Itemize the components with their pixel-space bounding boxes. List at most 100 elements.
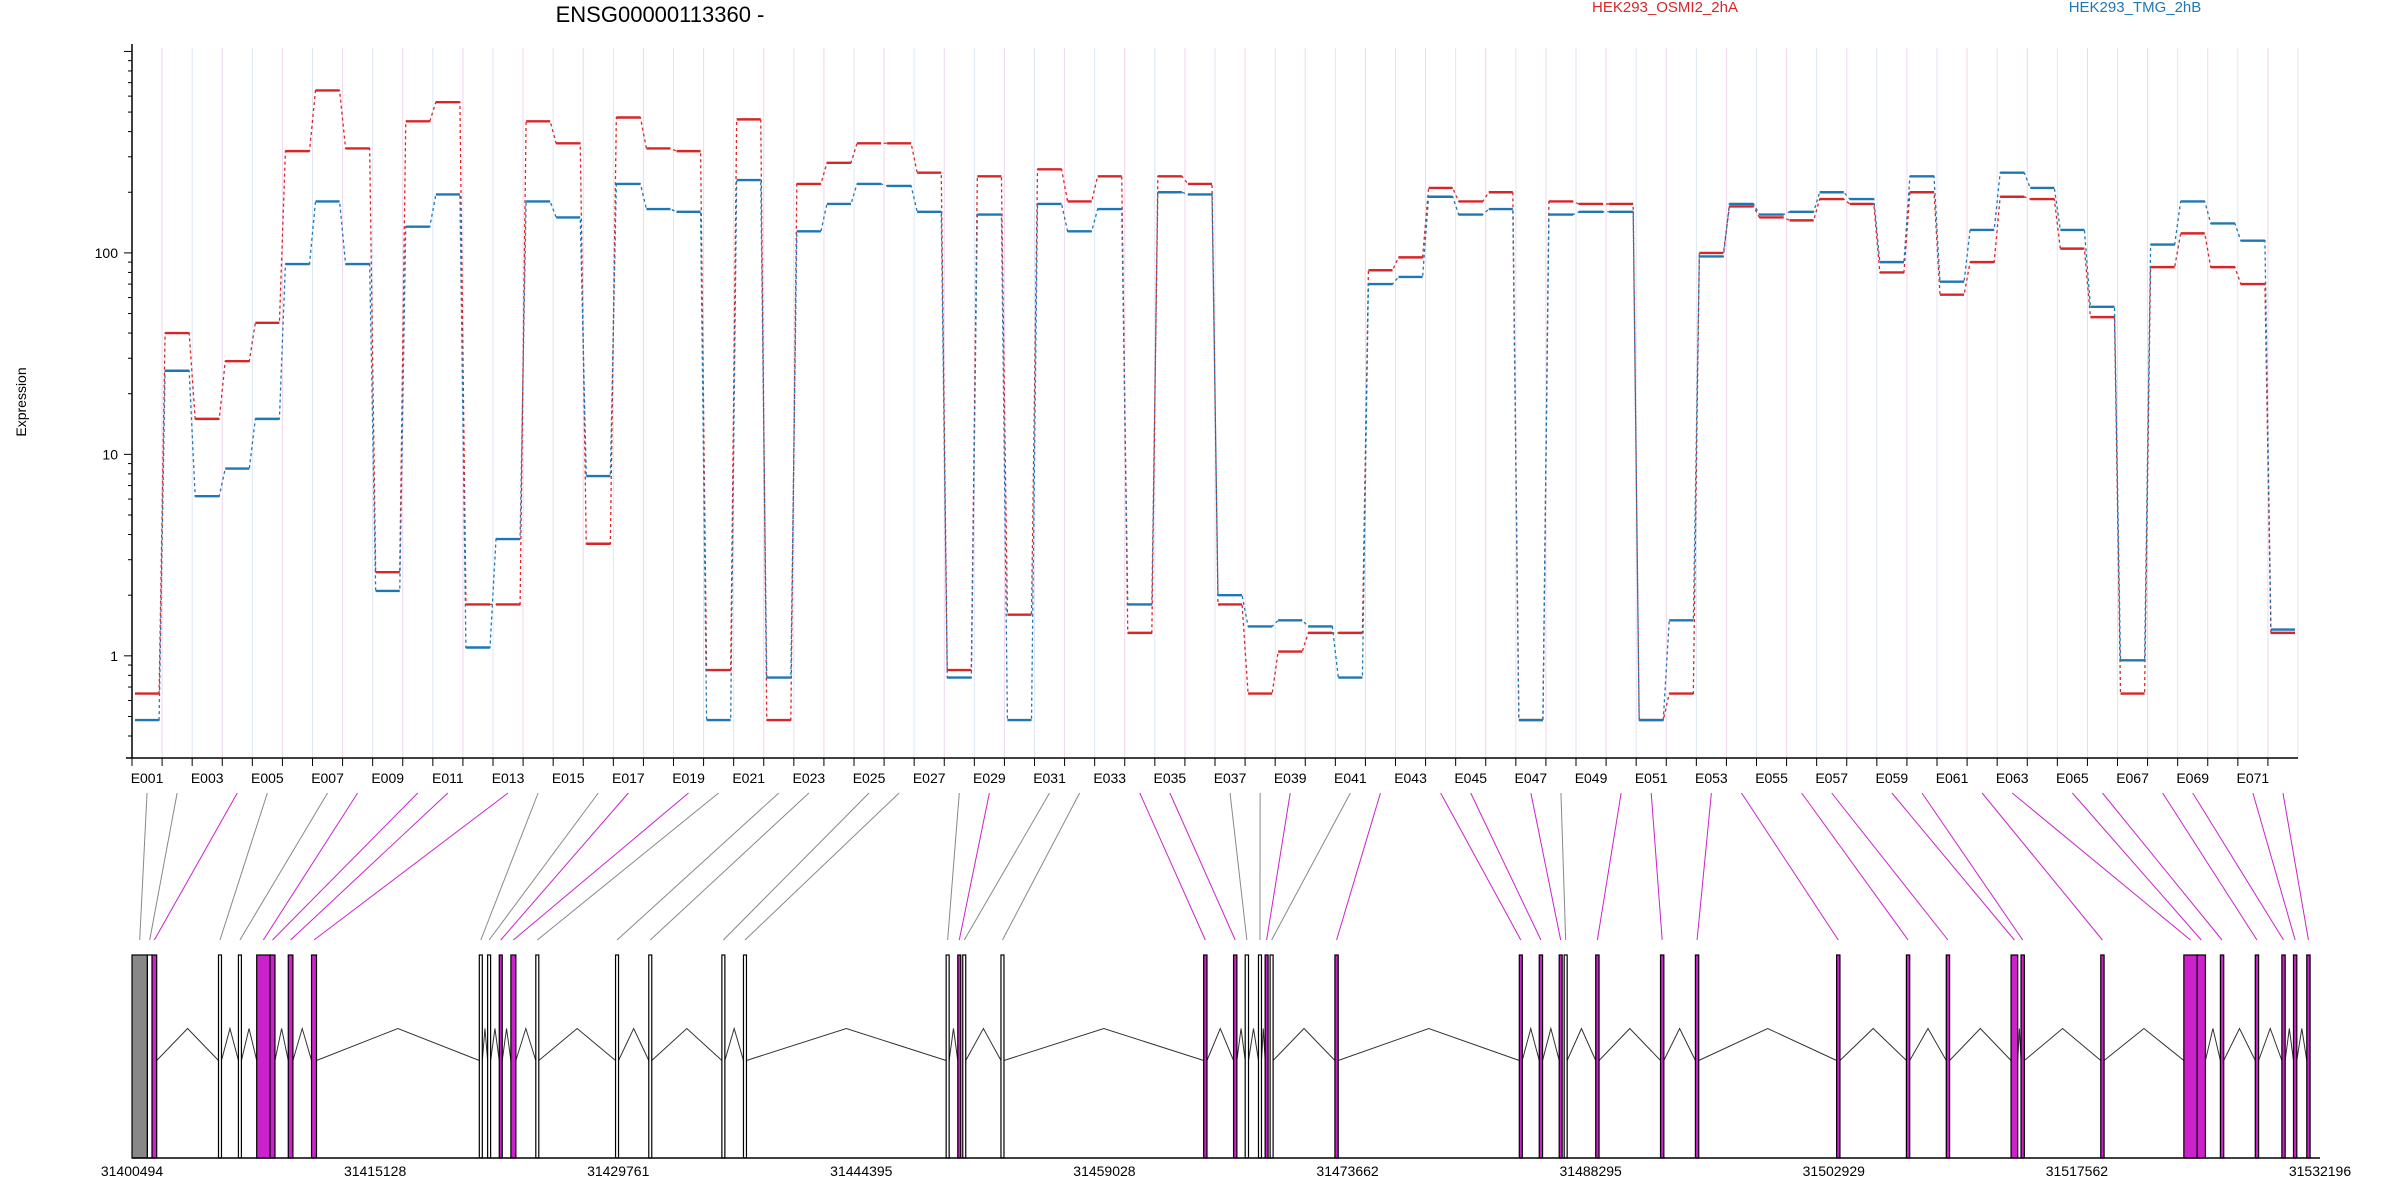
intron <box>2103 1027 2185 1061</box>
vertical-gridlines <box>131 48 2299 758</box>
y-tick-label: 100 <box>95 245 119 261</box>
intron <box>1663 1027 1696 1061</box>
coordinate-label: 31429761 <box>587 1163 650 1179</box>
x-tick-label: E071 <box>2237 770 2270 786</box>
exon <box>1244 954 1250 1159</box>
exon <box>1257 954 1263 1159</box>
intron <box>1698 1027 1837 1061</box>
intron <box>220 1026 239 1061</box>
exon <box>2196 954 2207 1159</box>
y-axis: 1 10 100 <box>95 44 133 758</box>
connector-line <box>1002 792 1081 941</box>
connector-line <box>958 792 990 941</box>
x-tick-label: E009 <box>371 770 404 786</box>
connector-line <box>2282 792 2309 941</box>
x-tick-label: E017 <box>612 770 645 786</box>
connector-line <box>1271 792 1351 941</box>
exon <box>957 954 962 1159</box>
connector-line <box>1560 792 1567 941</box>
intron <box>1949 1027 2012 1061</box>
connector-line <box>1921 792 2024 941</box>
expression-line-1 <box>135 172 2295 721</box>
exon <box>1538 954 1544 1159</box>
connector-line <box>1801 792 1909 941</box>
exon <box>498 954 503 1159</box>
connector-line <box>1891 792 2015 941</box>
exon <box>742 954 748 1159</box>
intron <box>965 1027 1002 1061</box>
exon <box>1518 954 1523 1159</box>
exon <box>131 954 148 1159</box>
exon <box>1694 954 1700 1159</box>
exon <box>945 954 950 1159</box>
exon <box>151 954 158 1159</box>
connector-line <box>649 792 810 941</box>
x-tick-label: E025 <box>853 770 886 786</box>
exon <box>1000 954 1005 1159</box>
connector-line <box>536 792 719 941</box>
intron <box>156 1027 219 1061</box>
x-tick-label: E001 <box>131 770 164 786</box>
genome-coordinate-axis: 31400494 31415128 31429761 31444395 31459028… <box>101 1157 2351 1179</box>
intron <box>651 1027 723 1061</box>
x-tick-label: E057 <box>1815 770 1848 786</box>
intron <box>1521 1026 1540 1061</box>
x-tick-label: E019 <box>672 770 705 786</box>
exon <box>217 954 223 1159</box>
x-tick-label: E015 <box>552 770 585 786</box>
coordinate-label: 31502929 <box>1803 1163 1866 1179</box>
x-tick-label: E031 <box>1033 770 1066 786</box>
x-axis: E001 E003 E005 E007 E009 E011 E013 E015 E017 E019… <box>126 757 2298 786</box>
connector-line <box>616 792 780 941</box>
connector-line <box>488 792 599 941</box>
exon <box>2292 954 2298 1159</box>
exon <box>648 954 653 1159</box>
intron <box>2258 1027 2283 1061</box>
intron <box>481 1028 489 1061</box>
coordinate-label: 31400494 <box>101 1163 164 1179</box>
connector-line <box>313 792 509 941</box>
exon <box>256 954 271 1159</box>
intron <box>292 1026 313 1061</box>
connector-line <box>1229 792 1248 941</box>
x-tick-label: E005 <box>251 770 284 786</box>
x-tick-label: E013 <box>492 770 525 786</box>
x-tick-label: E051 <box>1635 770 1668 786</box>
exon <box>2306 954 2311 1159</box>
x-tick-label: E029 <box>973 770 1006 786</box>
exon <box>2254 954 2260 1159</box>
legend-entry-osmi2: HEK293_OSMI2_2hA <box>1592 0 1738 16</box>
connector-line <box>272 792 419 941</box>
exon <box>1232 954 1238 1159</box>
exon <box>1945 954 1951 1159</box>
exon <box>1563 954 1568 1159</box>
connector-line <box>149 792 178 941</box>
y-tick-label: 1 <box>110 648 118 664</box>
exon <box>2020 954 2025 1159</box>
connector-line <box>1596 792 1622 941</box>
connector-line <box>2102 792 2223 941</box>
exon <box>478 954 483 1159</box>
x-tick-label: E065 <box>2056 770 2089 786</box>
intron <box>2296 1028 2308 1061</box>
x-tick-label: E045 <box>1454 770 1487 786</box>
connector-line <box>1696 792 1712 941</box>
connector-line <box>2192 792 2284 941</box>
connector-line <box>262 792 359 941</box>
intron <box>1272 1027 1336 1061</box>
connector-line <box>1336 792 1381 941</box>
intron <box>2223 1027 2256 1061</box>
coordinate-label: 31517562 <box>2046 1163 2109 1179</box>
intron <box>1598 1027 1661 1061</box>
connector-line <box>1741 792 1839 941</box>
exon <box>310 954 318 1159</box>
exon <box>1264 954 1269 1159</box>
x-tick-label: E059 <box>1876 770 1909 786</box>
x-tick-label: E033 <box>1093 770 1126 786</box>
intron <box>316 1027 480 1061</box>
exon <box>962 954 967 1159</box>
intron <box>1206 1027 1235 1061</box>
connector-line <box>1530 792 1562 941</box>
connector-line <box>153 792 238 941</box>
